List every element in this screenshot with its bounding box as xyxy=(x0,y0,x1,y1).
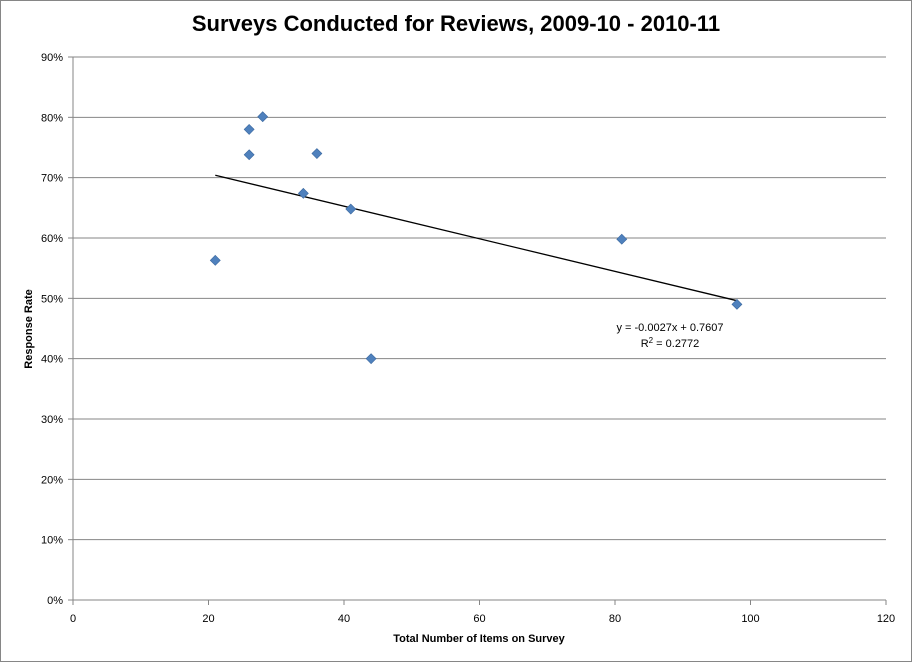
x-tick-label: 80 xyxy=(609,613,621,625)
y-tick-label: 90% xyxy=(41,52,63,64)
data-point xyxy=(731,298,743,310)
data-point xyxy=(616,233,628,245)
data-point xyxy=(243,123,255,135)
chart-title: Surveys Conducted for Reviews, 2009-10 -… xyxy=(191,11,721,36)
x-tick-label: 0 xyxy=(70,613,76,625)
y-tick-label: 40% xyxy=(41,354,63,366)
tick-labels: 0% 10% 20% 30% 40% 50% 60% 70% 80% 90% 0 20 40 60 80 10… xyxy=(41,52,895,625)
y-tick-label: 30% xyxy=(41,414,63,426)
data-point xyxy=(345,203,357,215)
x-tick-label: 60 xyxy=(473,613,485,625)
data-point xyxy=(209,254,221,266)
data-point xyxy=(297,187,309,199)
y-tick-label: 80% xyxy=(41,112,63,124)
axes xyxy=(72,57,886,601)
gridlines xyxy=(73,56,886,541)
data-point xyxy=(243,149,255,161)
data-point xyxy=(311,148,323,159)
x-tick-label: 120 xyxy=(877,613,895,625)
y-tick-label: 20% xyxy=(41,474,63,486)
y-tick-label: 0% xyxy=(47,595,63,607)
data-point xyxy=(365,353,377,365)
x-tick-label: 100 xyxy=(741,613,759,625)
data-points xyxy=(209,111,743,365)
trendline-equation: y = -0.0027x + 0.7607 xyxy=(616,322,723,334)
y-axis-label: Response Rate xyxy=(23,289,35,368)
trendline-r-squared: R2 = 0.2772 xyxy=(641,336,700,350)
r-squared-symbol: R xyxy=(641,338,649,350)
y-tick-label: 10% xyxy=(41,535,63,547)
y-tick-label: 60% xyxy=(41,233,63,245)
r-squared-value: = 0.2772 xyxy=(653,338,699,350)
x-axis-label: Total Number of Items on Survey xyxy=(393,633,565,645)
data-point xyxy=(257,111,269,123)
y-tick-label: 50% xyxy=(41,293,63,305)
y-tick-label: 70% xyxy=(41,173,63,185)
x-tick-label: 40 xyxy=(338,613,350,625)
r-squared-superscript: 2 xyxy=(649,336,654,345)
x-tick-label: 20 xyxy=(202,613,214,625)
